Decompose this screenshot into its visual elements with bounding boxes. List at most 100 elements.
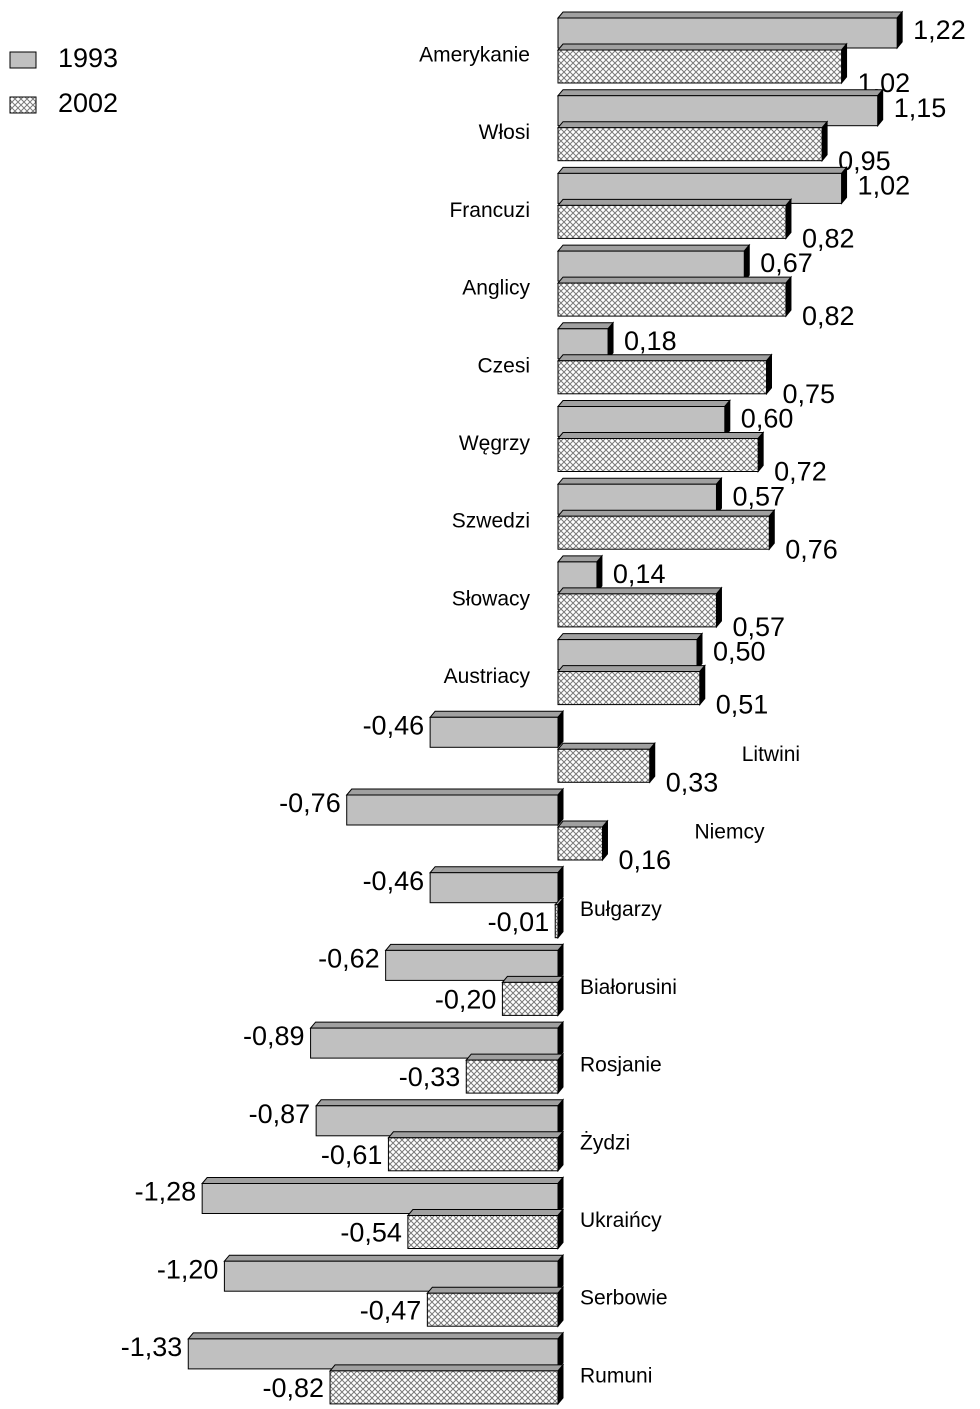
category-label: Białorusini (580, 976, 677, 999)
category-label: Włosi (479, 121, 530, 144)
bar (429, 865, 565, 905)
bar-face (556, 432, 765, 439)
value-label: 0,57 (732, 612, 785, 642)
bar (429, 709, 565, 749)
category-label: Rumuni (580, 1364, 652, 1387)
bar (556, 42, 848, 85)
value-label: 0,82 (802, 301, 855, 331)
bar-face (601, 819, 608, 862)
bar (384, 943, 565, 982)
value-label: -0,47 (360, 1295, 422, 1325)
category-label: Amerykanie (419, 44, 530, 67)
value-label: -0,61 (321, 1140, 383, 1170)
bar-face (557, 593, 717, 628)
value-label: 0,51 (716, 690, 769, 720)
value-label: 0,50 (713, 637, 766, 667)
bar-face (841, 166, 848, 205)
value-label: 1,02 (858, 171, 911, 201)
value-label: -1,33 (121, 1332, 183, 1362)
bar-face (649, 741, 656, 784)
value-label: -0,46 (363, 866, 425, 896)
bar-face (896, 10, 903, 50)
bar-face (557, 1208, 564, 1250)
category-label: Francuzi (449, 199, 530, 222)
value-label: -0,54 (340, 1218, 402, 1248)
bar-face (557, 639, 698, 671)
bar-face (557, 360, 767, 395)
value-label: -0,01 (488, 907, 550, 937)
category-label: Słowacy (452, 587, 531, 610)
bar-face (557, 787, 564, 827)
category-label: Serbowie (580, 1287, 668, 1310)
bar (556, 120, 829, 163)
bar-face (557, 1363, 564, 1406)
bar (465, 1052, 565, 1095)
legend-label: 2002 (58, 88, 118, 118)
bar-face (556, 43, 848, 51)
bar (556, 741, 656, 784)
bar-face (429, 716, 559, 748)
bar-face (557, 1052, 564, 1095)
bar-face (556, 354, 773, 362)
bar-face (556, 276, 793, 284)
bar (406, 1208, 565, 1250)
bar (556, 353, 773, 396)
category-label: Szwedzi (452, 510, 530, 533)
category-label: Czesi (477, 354, 530, 377)
value-label: -1,28 (135, 1177, 197, 1207)
bar-face (407, 1215, 559, 1249)
bar-face (557, 172, 843, 204)
bar (223, 1253, 565, 1293)
bar-face (557, 17, 898, 49)
bar-face (557, 515, 770, 550)
bar-face (699, 664, 706, 706)
bar-face (557, 1253, 564, 1293)
bar-face (557, 671, 701, 706)
bar-face (596, 554, 603, 594)
bar-face (187, 1338, 559, 1370)
legend-swatch (9, 51, 37, 69)
bar (554, 897, 565, 940)
bar-face (426, 1286, 565, 1294)
bar-face (607, 321, 614, 361)
value-label: 0,33 (666, 767, 719, 797)
bar-face (743, 243, 750, 283)
bar-face (406, 1209, 565, 1216)
category-label: Żydzi (580, 1131, 630, 1154)
category-label: Ukraińcy (580, 1209, 662, 1232)
value-label: -0,89 (243, 1021, 305, 1051)
bar-face (557, 1130, 564, 1173)
bar (426, 1285, 565, 1328)
value-label: 0,60 (741, 404, 794, 434)
bar (556, 88, 884, 128)
bar (556, 275, 793, 318)
bar (556, 554, 603, 594)
value-label: -0,62 (318, 944, 380, 974)
bar (556, 664, 706, 706)
category-label: Litwini (742, 743, 800, 766)
bar (556, 632, 704, 671)
bar-face (556, 322, 615, 330)
bar-face (785, 275, 792, 318)
bar (345, 787, 565, 827)
category-label: Węgrzy (459, 432, 531, 455)
bar-face (223, 1260, 559, 1292)
bar-face (557, 49, 843, 84)
bar-face (346, 794, 559, 826)
bar-face (223, 1254, 565, 1262)
bar-face (556, 633, 704, 641)
bar (556, 431, 765, 473)
legend-swatch (9, 96, 37, 114)
bar-face (429, 710, 565, 718)
bar-face (315, 1105, 559, 1137)
bar-face (557, 943, 564, 982)
bar-face (557, 127, 823, 162)
bar-face (557, 709, 564, 749)
bar-face (556, 555, 603, 563)
bar (556, 198, 793, 240)
bar (328, 1363, 565, 1406)
bar-face (310, 1027, 559, 1059)
value-label: 0,57 (732, 481, 785, 511)
bar-face (785, 198, 792, 240)
